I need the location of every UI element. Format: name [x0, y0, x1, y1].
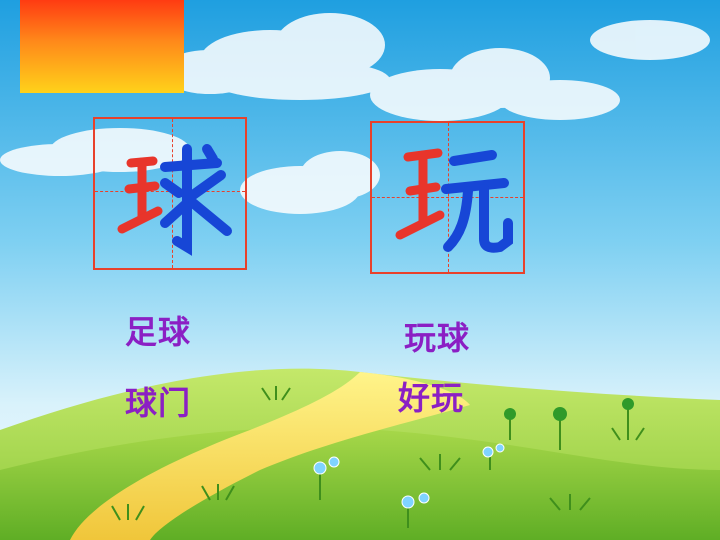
flower-icon	[313, 398, 634, 528]
word-haowan: 好玩	[398, 379, 465, 417]
corner-color-block	[20, 0, 184, 93]
grid-line-vertical	[448, 123, 449, 272]
character-box-qiu	[93, 117, 247, 270]
word-qiumen: 球门	[125, 384, 192, 422]
character-wan	[395, 148, 513, 253]
word-zuqiu: 足球	[125, 313, 192, 351]
grid-line-horizontal	[372, 197, 523, 198]
character-qiu	[117, 144, 232, 256]
character-box-wan	[370, 121, 525, 274]
word-wanqiu: 玩球	[404, 319, 471, 357]
cloud-icon	[0, 13, 710, 214]
